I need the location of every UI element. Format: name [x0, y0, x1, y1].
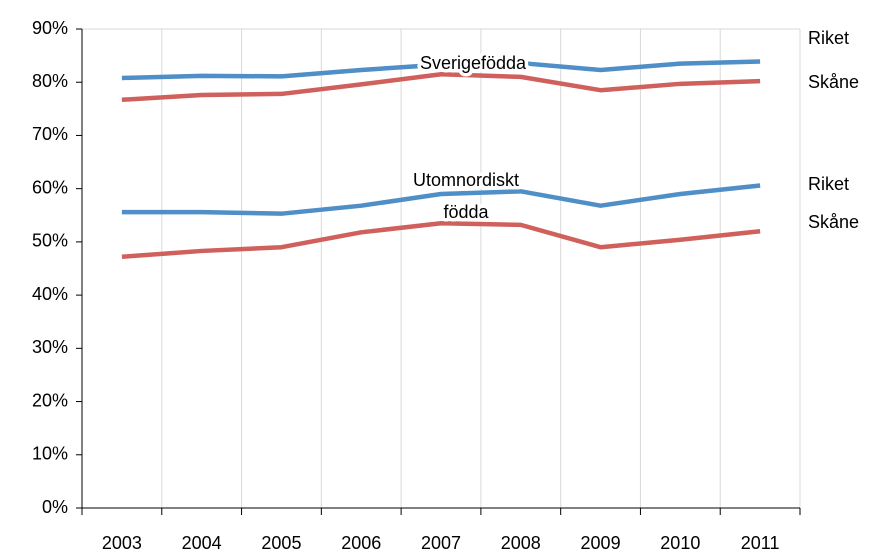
- x-tick-label: 2004: [182, 533, 222, 552]
- x-tick-label: 2010: [660, 533, 700, 552]
- series-label: Riket: [808, 174, 849, 194]
- x-tick-label: 2011: [741, 533, 780, 552]
- y-tick-label: 90%: [32, 18, 68, 38]
- y-tick-label: 30%: [32, 337, 68, 357]
- annotation: födda: [443, 202, 489, 222]
- x-tick-label: 2005: [261, 533, 301, 552]
- y-tick-label: 70%: [32, 124, 68, 144]
- y-tick-label: 10%: [32, 444, 68, 464]
- y-tick-label: 60%: [32, 177, 68, 197]
- y-tick-label: 50%: [32, 231, 68, 251]
- series-label: Riket: [808, 28, 849, 48]
- annotation: Utomnordiskt: [413, 170, 519, 190]
- series-label: Skåne: [808, 72, 859, 92]
- y-tick-label: 20%: [32, 390, 68, 410]
- y-tick-label: 80%: [32, 71, 68, 91]
- series-label: Skåne: [808, 212, 859, 232]
- x-tick-label: 2006: [341, 533, 381, 552]
- y-tick-label: 0%: [42, 497, 68, 517]
- annotation: Sverigefödda: [420, 53, 527, 73]
- series-line: [121, 71, 761, 103]
- x-tick-label: 2009: [581, 533, 621, 552]
- x-tick-label: 2007: [421, 533, 461, 552]
- series-line: [121, 221, 761, 260]
- x-tick-label: 2003: [102, 533, 142, 552]
- x-tick-label: 2008: [501, 533, 541, 552]
- y-tick-label: 40%: [32, 284, 68, 304]
- series-line: [121, 183, 761, 216]
- series-line: [121, 59, 761, 81]
